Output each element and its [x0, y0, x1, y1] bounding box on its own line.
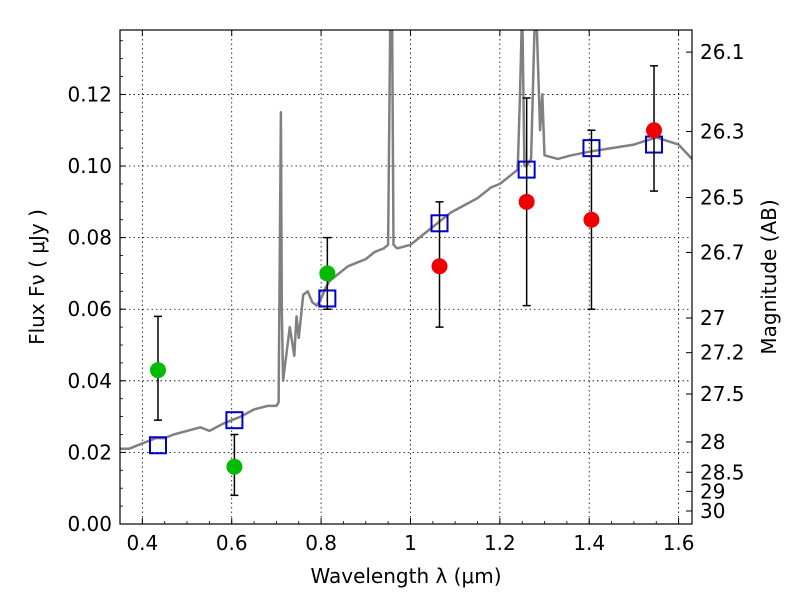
y-tick-label: 0.10 [67, 154, 112, 178]
right-tick-label: 26.3 [700, 119, 745, 143]
right-tick-label: 29 [700, 479, 725, 503]
x-tick-label: 1.2 [484, 531, 516, 555]
observed-point [431, 258, 448, 275]
right-axis-title: Magnitude (AB) [757, 199, 781, 354]
right-tick-label: 26.7 [700, 240, 745, 264]
x-tick-label: 1 [404, 531, 417, 555]
x-tick-label: 1.6 [663, 531, 695, 555]
observed-point [226, 458, 243, 475]
spectrum-line [120, 30, 692, 451]
x-tick-label: 0.6 [216, 531, 248, 555]
right-tick-label: 27.5 [700, 382, 745, 406]
right-tick-label: 26.5 [700, 186, 745, 210]
axes: 0.4 0.6 0.8 1 1.2 1.4 1.6 0.00 0.02 0.04 0.06 0.08 0… [67, 30, 745, 555]
x-tick-label: 0.4 [126, 531, 158, 555]
observed-point [149, 362, 166, 379]
observed-point [518, 193, 535, 210]
observed-point [319, 265, 336, 282]
y-tick-label: 0.04 [67, 369, 112, 393]
y-tick-label: 0.02 [67, 440, 112, 464]
right-tick-label: 28 [700, 430, 725, 454]
right-tick-label: 26.1 [700, 40, 745, 64]
right-tick-label: 27 [700, 306, 725, 330]
plot-area [120, 30, 692, 497]
observed-point [646, 122, 663, 139]
x-tick-label: 1.4 [573, 531, 605, 555]
right-tick-label: 30 [700, 499, 725, 523]
y-axis-title: Flux Fν ( μJy ) [25, 209, 49, 345]
y-tick-label: 0.12 [67, 82, 112, 106]
x-axis-title: Wavelength λ (μm) [310, 564, 501, 588]
y-tick-label: 0.08 [67, 226, 112, 250]
right-tick-label: 28.5 [700, 460, 745, 484]
y-tick-label: 0.06 [67, 297, 112, 321]
observed-point [583, 211, 600, 228]
model-square-marker [148, 436, 167, 455]
right-tick-label: 27.2 [700, 341, 745, 365]
y-tick-label: 0.00 [67, 512, 112, 536]
plot-frame [119, 29, 693, 525]
model-square-marker [225, 411, 244, 430]
x-tick-label: 0.8 [305, 531, 337, 555]
